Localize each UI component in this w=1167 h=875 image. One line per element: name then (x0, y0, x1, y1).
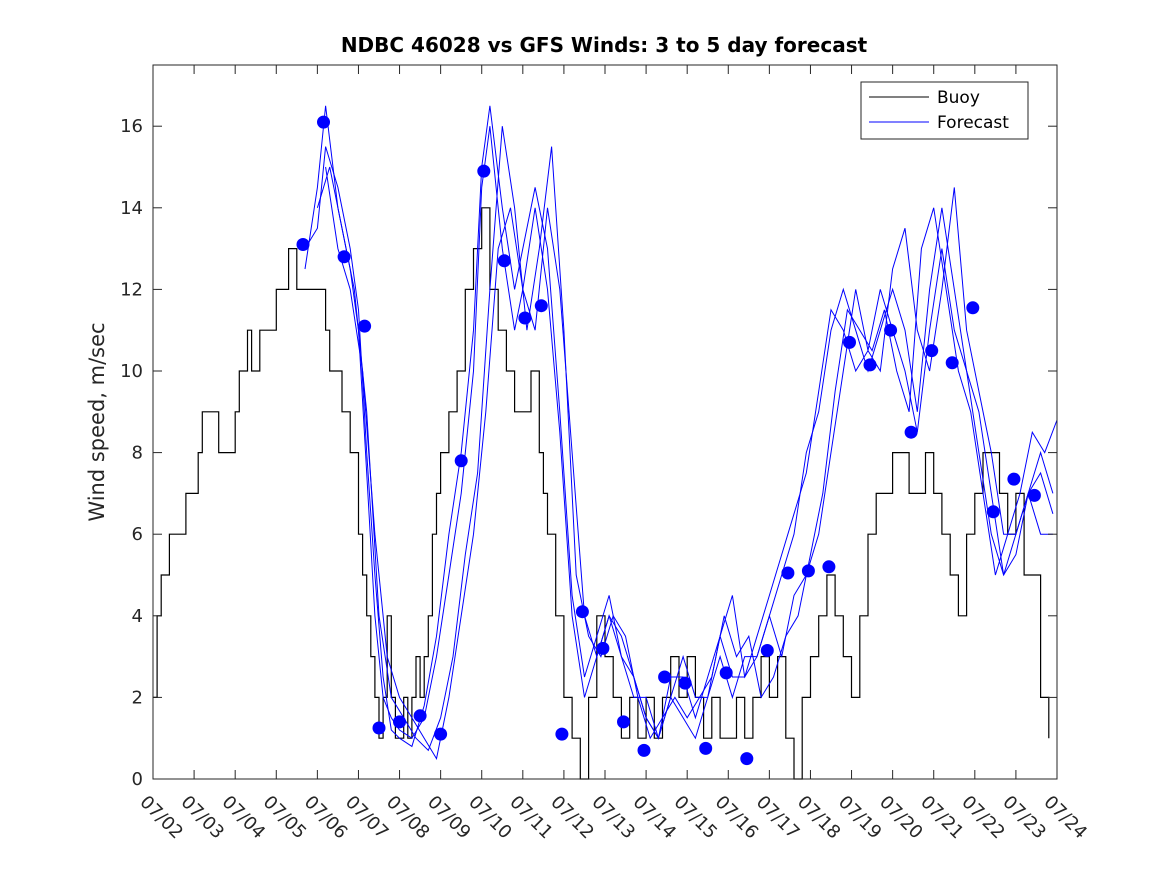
y-tick-label: 16 (120, 116, 143, 137)
x-tick-label: 07/09 (423, 792, 475, 844)
x-tick-label: 07/15 (670, 792, 722, 844)
x-tick-label: 07/21 (916, 792, 968, 844)
y-tick-label: 14 (120, 198, 143, 219)
forecast-marker (863, 358, 877, 372)
forecast-marker (337, 250, 351, 264)
legend-forecast-label: Forecast (937, 113, 1009, 133)
x-tick-label: 07/11 (505, 792, 557, 844)
x-tick-label: 07/23 (998, 792, 1050, 844)
forecast-marker (740, 752, 754, 766)
x-tick-label: 07/24 (1039, 792, 1091, 844)
y-tick-label: 4 (132, 606, 143, 627)
forecast-marker (986, 505, 1000, 519)
x-tick-label: 07/20 (875, 792, 927, 844)
forecast-marker (884, 323, 898, 337)
forecast-marker (678, 676, 692, 690)
forecast-line-4 (325, 166, 1053, 760)
x-tick-label: 07/19 (834, 792, 886, 844)
forecast-marker (637, 743, 651, 757)
forecast-series-layer (304, 105, 1058, 760)
x-tick-label: 07/16 (711, 792, 763, 844)
forecast-marker (822, 560, 836, 574)
forecast-marker (555, 727, 569, 741)
forecast-marker (966, 301, 980, 315)
y-axis-label: Wind speed, m/sec (85, 322, 109, 521)
forecast-marker (518, 311, 532, 325)
forecast-marker (781, 566, 795, 580)
legend-buoy-label: Buoy (937, 88, 980, 108)
y-tick-label: 12 (120, 279, 143, 300)
forecast-marker (454, 454, 468, 468)
forecast-marker (413, 709, 427, 723)
forecast-marker (534, 299, 548, 313)
forecast-marker (945, 356, 959, 370)
forecast-marker (497, 254, 511, 268)
y-tick-label: 8 (132, 443, 143, 464)
x-tick-label: 07/05 (259, 792, 311, 844)
buoy-line (153, 207, 1050, 780)
forecast-marker (393, 715, 406, 729)
forecast-marker (617, 715, 630, 729)
legend-box (860, 81, 1029, 140)
buoy-series-layer (153, 207, 1050, 780)
x-tick-label: 07/13 (587, 792, 639, 844)
x-tick-label: 07/02 (135, 792, 187, 844)
forecast-marker (1007, 472, 1021, 486)
axes-frame (152, 64, 1058, 780)
forecast-marker (358, 319, 372, 333)
x-tick-label: 07/10 (464, 792, 516, 844)
forecast-marker (477, 164, 491, 178)
x-tick-label: 07/04 (218, 792, 270, 844)
legend: Buoy Forecast (860, 81, 1029, 140)
forecast-marker (1027, 488, 1041, 502)
forecast-marker (658, 670, 672, 684)
forecast-marker (925, 344, 939, 358)
forecast-marker (434, 727, 448, 741)
x-tick-label: 07/17 (752, 792, 804, 844)
x-tick-label: 07/18 (793, 792, 845, 844)
forecast-marker (596, 641, 610, 655)
forecast-marker-layer (296, 115, 1041, 766)
x-tick-label: 07/06 (300, 792, 352, 844)
forecast-marker (904, 425, 918, 439)
x-tick-label: 07/03 (177, 792, 229, 844)
x-tick-label: 07/12 (546, 792, 598, 844)
forecast-marker (801, 564, 815, 578)
y-axis: 0 2 4 6 8 10 12 14 16 (120, 116, 1057, 790)
chart-title: NDBC 46028 vs GFS Winds: 3 to 5 day fore… (341, 33, 868, 57)
forecast-marker (317, 115, 330, 129)
forecast-line-3 (316, 126, 1058, 752)
forecast-marker (719, 666, 733, 680)
plot-area (152, 64, 1058, 780)
forecast-marker (843, 335, 856, 349)
y-tick-label: 2 (132, 687, 143, 708)
forecast-marker (372, 721, 386, 735)
forecast-marker (699, 741, 713, 755)
y-tick-label: 0 (132, 769, 143, 790)
x-tick-label: 07/14 (629, 792, 681, 844)
x-tick-label: 07/07 (341, 792, 393, 844)
y-tick-label: 10 (120, 361, 143, 382)
x-tick-label: 07/22 (957, 792, 1009, 844)
forecast-marker (760, 644, 774, 657)
forecast-marker (575, 605, 589, 619)
y-tick-label: 6 (132, 524, 143, 545)
x-tick-label: 07/08 (382, 792, 434, 844)
forecast-marker (296, 238, 310, 251)
